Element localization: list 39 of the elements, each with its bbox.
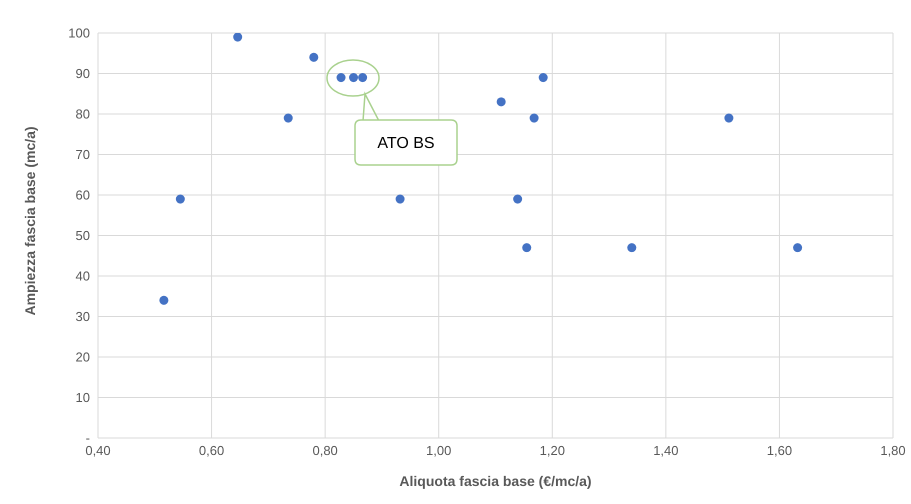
point (496, 97, 506, 106)
x-axis-title: Aliquota fascia base (€/mc/a) (399, 473, 592, 489)
x-tick-label: 1,60 (766, 443, 792, 458)
y-tick-label: 60 (76, 188, 90, 203)
x-tick-label: 0,40 (85, 443, 111, 458)
y-tick-label: 10 (76, 390, 90, 406)
point (627, 243, 636, 252)
point (284, 114, 293, 123)
y-tick-label: 30 (76, 309, 90, 324)
point (530, 114, 539, 123)
y-tick-label: 20 (76, 350, 90, 365)
y-tick-label: 40 (76, 268, 90, 284)
y-tick-label: 100 (68, 26, 90, 41)
x-tick-label: 1,80 (880, 443, 906, 458)
point (793, 243, 802, 252)
y-tick-label: 50 (76, 228, 90, 244)
y-tick-label: 80 (76, 106, 90, 122)
y-tick-label: - (86, 430, 90, 446)
point (522, 243, 532, 252)
point (176, 194, 185, 204)
point (233, 33, 242, 42)
annotation: ATO BS (377, 135, 435, 152)
y-axis-title: Ampiezza fascia base (mc/a) (22, 126, 38, 316)
y-tick-label: 70 (76, 147, 90, 162)
point (724, 114, 734, 123)
point (513, 194, 522, 204)
point (336, 73, 346, 82)
point (538, 73, 548, 82)
point (159, 296, 168, 305)
x-tick-label: 1,00 (426, 443, 452, 458)
y-tick-label: 90 (76, 66, 90, 82)
point (349, 73, 358, 82)
point (309, 52, 318, 62)
x-tick-label: 1,20 (540, 443, 565, 458)
point (358, 73, 368, 82)
x-tick-label: 0,60 (198, 443, 224, 458)
x-tick-label: 1,40 (653, 443, 679, 458)
point (396, 194, 405, 204)
x-tick-label: 0,80 (312, 443, 338, 458)
